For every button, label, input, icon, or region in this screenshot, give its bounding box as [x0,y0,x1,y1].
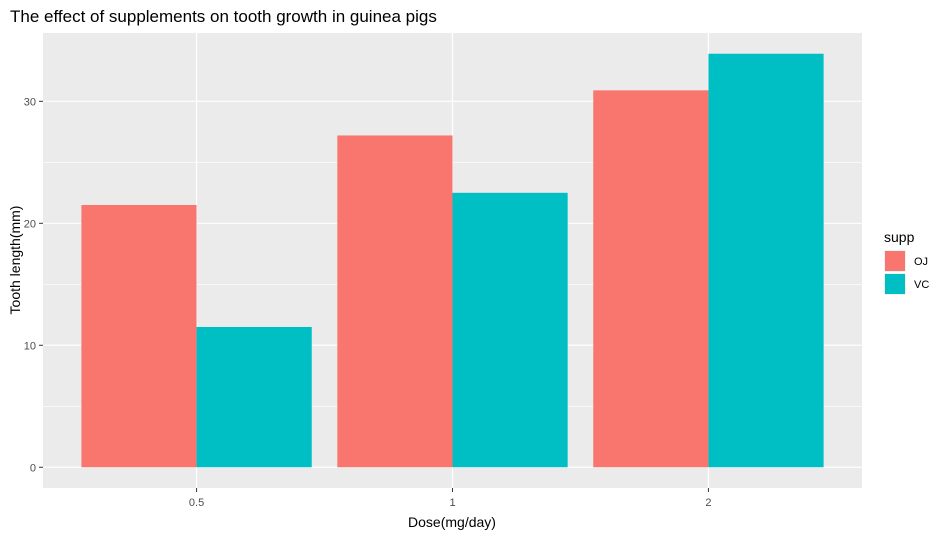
legend-title: supp [884,229,915,245]
x-axis-label: Dose(mg/day) [408,514,496,530]
bar-VC-1 [452,192,568,468]
bar-VC-0.5 [196,326,312,468]
chart-title: The effect of supplements on tooth growt… [10,7,437,26]
x-tick-label: 0.5 [189,497,204,509]
y-tick-label: 20 [24,218,36,230]
y-tick-label: 10 [24,340,36,352]
bar-OJ-0.5 [81,204,197,468]
bar-OJ-1 [337,135,453,468]
axes: 0 10 20 30 0.5 1 2 [24,96,712,509]
legend-swatch-VC [885,274,905,294]
bar-VC-2 [708,53,824,468]
y-axis-label: Tooth length(mm) [7,206,23,315]
y-tick-label: 30 [24,96,36,108]
legend: supp OJ VC [884,229,929,295]
legend-swatch-OJ [885,251,905,271]
bar-OJ-2 [593,90,709,468]
y-tick-label: 0 [30,462,36,474]
x-tick-label: 1 [449,497,455,509]
bars [81,53,824,468]
legend-label-VC: VC [914,279,929,291]
legend-label-OJ: OJ [914,256,928,268]
x-tick-label: 2 [705,497,711,509]
